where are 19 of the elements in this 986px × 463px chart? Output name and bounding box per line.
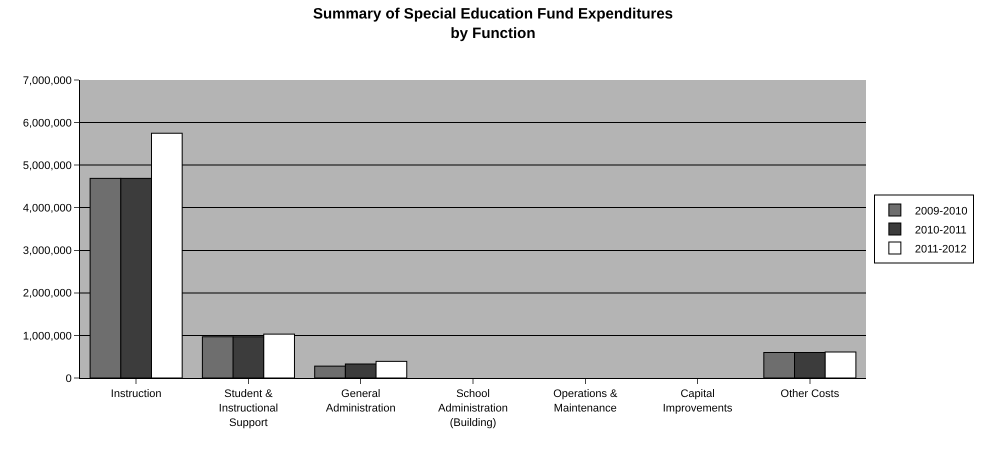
chart-title: Summary of Special Education Fund Expenditures by Function bbox=[312, 6, 674, 42]
x-tick-label: School Administration (Building) bbox=[438, 388, 508, 429]
x-tick-label: General Administration bbox=[326, 388, 396, 414]
x-tick-label: Other Costs bbox=[780, 388, 840, 400]
x-tick-label: Instruction bbox=[110, 388, 162, 400]
legend-label: 2010-2011 bbox=[914, 224, 967, 236]
y-tick-label: 3,000,000 bbox=[22, 245, 72, 258]
y-tick-label: 0 bbox=[66, 372, 72, 385]
y-tick-label: 1,000,000 bbox=[22, 330, 72, 342]
y-tick-label: 4,000,000 bbox=[22, 202, 72, 215]
x-tick-label: Operations & Maintenance bbox=[553, 388, 618, 414]
legend-label: 2009-2010 bbox=[914, 205, 968, 218]
y-tick-label: 6,000,000 bbox=[22, 117, 72, 130]
legend-label: 2011-2012 bbox=[914, 243, 967, 256]
x-tick-label: Student & Instructional Support bbox=[218, 388, 278, 429]
x-tick-label: Capital Improvements bbox=[662, 388, 733, 414]
y-tick-label: 5,000,000 bbox=[22, 160, 72, 172]
y-tick-label: 2,000,000 bbox=[22, 288, 72, 300]
y-tick-label: 7,000,000 bbox=[22, 74, 72, 87]
